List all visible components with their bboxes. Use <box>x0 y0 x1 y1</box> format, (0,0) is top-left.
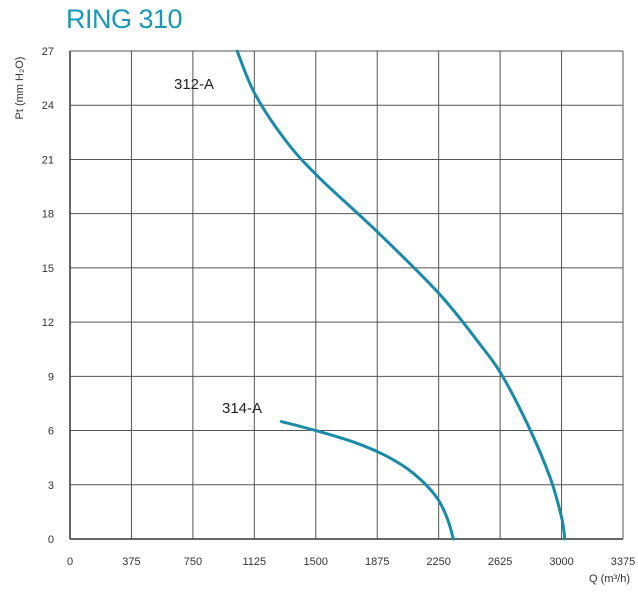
y-tick-label: 21 <box>42 154 54 166</box>
curve-label-314-a: 314-A <box>222 400 262 417</box>
tick-labels: 0 375 750 1125 1500 1875 2250 2625 3000 3375 0 3 6 9 1… <box>42 46 635 568</box>
x-tick-label: 2250 <box>426 556 450 568</box>
y-axis-label: Pt (mm H₂O) <box>14 57 26 120</box>
y-tick-label: 0 <box>48 534 54 546</box>
x-tick-label: 3000 <box>549 556 573 568</box>
x-tick-label: 375 <box>122 556 140 568</box>
y-tick-label: 24 <box>42 100 54 112</box>
y-tick-label: 9 <box>48 371 54 383</box>
y-tick-label: 3 <box>48 480 54 492</box>
series-line-312-a <box>235 49 567 541</box>
x-tick-label: 0 <box>67 556 73 568</box>
x-tick-label: 2625 <box>488 556 512 568</box>
x-tick-label: 1125 <box>243 556 267 568</box>
x-tick-label: 750 <box>184 556 202 568</box>
x-tick-label: 1500 <box>304 556 328 568</box>
series-line-314-a <box>279 420 455 541</box>
x-tick-label: 3375 <box>611 556 635 568</box>
series-lines <box>235 49 567 541</box>
x-tick-label: 1875 <box>365 556 389 568</box>
x-axis-label: Q (m³/h) <box>589 573 630 585</box>
y-tick-label: 6 <box>48 426 54 438</box>
y-tick-label: 15 <box>42 263 54 275</box>
grid <box>69 50 624 540</box>
y-tick-label: 27 <box>42 46 54 58</box>
curve-label-312-a: 312-A <box>174 76 214 93</box>
y-tick-label: 18 <box>42 209 54 221</box>
y-tick-label: 12 <box>42 317 54 329</box>
chart-title: RING 310 <box>66 4 183 34</box>
